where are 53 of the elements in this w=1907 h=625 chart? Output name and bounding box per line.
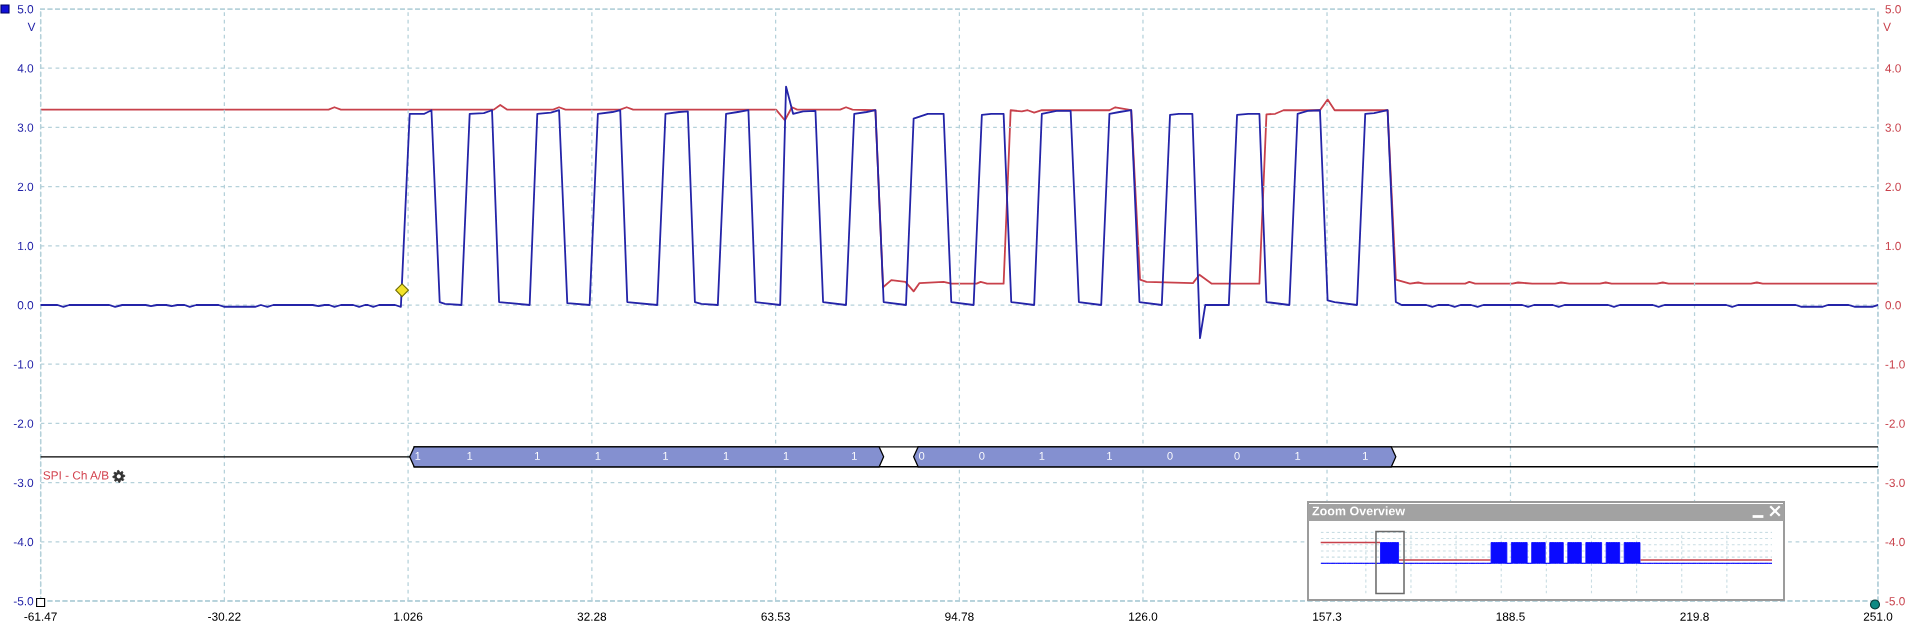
- y-tick-label: 5.0: [17, 5, 34, 14]
- chart-title: Zoom Overview: [1312, 506, 1406, 516]
- annotation: 1: [723, 452, 729, 460]
- annotation: 1: [595, 452, 601, 460]
- y-tick-label: 4.0: [17, 64, 34, 73]
- y-tick-label: -4.0: [13, 537, 34, 547]
- y2-tick-label: -3.0: [1885, 478, 1905, 487]
- y2-tick-label: 4.0: [1885, 64, 1901, 73]
- annotation: 1: [1295, 452, 1301, 460]
- x-tick-label: 1.026: [394, 612, 423, 621]
- y2-tick-label: 3.0: [1885, 123, 1901, 132]
- annotation: 1: [535, 452, 540, 460]
- y-tick-label: -2.0: [13, 419, 34, 428]
- annotation: 0: [1234, 451, 1240, 460]
- y2-tick-label: 1.0: [1885, 241, 1901, 251]
- x-tick-label: 157.3: [1313, 612, 1342, 621]
- x-tick-label: 219.8: [1680, 612, 1709, 621]
- y-axis-title: V: [27, 22, 36, 31]
- y-tick-label: 2.0: [17, 182, 34, 191]
- y2-tick-label: 2.0: [1885, 182, 1901, 191]
- x-tick-label: 188.5: [1496, 612, 1525, 621]
- y2-tick-label: 0.0: [1885, 301, 1901, 310]
- annotation: 0: [1167, 451, 1173, 460]
- y-tick-label: 0.0: [17, 301, 34, 310]
- annotation: 1: [852, 452, 857, 460]
- y2-tick-label: -1.0: [1885, 360, 1905, 369]
- x-tick-label: -30.22: [208, 612, 241, 621]
- y2-tick-label: -5.0: [1885, 597, 1905, 606]
- annotation: 0: [979, 451, 985, 460]
- y-tick-label: -3.0: [13, 478, 34, 487]
- y2-tick-label: 5.0: [1885, 5, 1901, 14]
- x-tick-label: 32.28: [577, 612, 607, 621]
- annotation: 1: [467, 452, 473, 460]
- annotation: 1: [1363, 452, 1368, 460]
- annotation: 1: [415, 452, 421, 460]
- x-tick-label: 251.0: [1863, 612, 1893, 621]
- x-tick-label: 126.0: [1129, 612, 1158, 621]
- y2-tick-label: -4.0: [1885, 537, 1905, 547]
- annotation: 1: [663, 452, 669, 460]
- y-tick-label: 1.0: [18, 241, 34, 251]
- annotation: SPI - Ch A/B: [43, 470, 109, 480]
- y-tick-label: -1.0: [13, 360, 34, 369]
- annotation: 1: [783, 452, 789, 460]
- annotation: 0: [919, 451, 925, 460]
- y2-tick-label: -2.0: [1885, 419, 1905, 428]
- x-tick-label: -61.47: [24, 612, 57, 621]
- y-tick-label: 3.0: [17, 123, 34, 132]
- x-tick-label: 63.53: [761, 612, 790, 621]
- annotation: 1: [1039, 452, 1045, 460]
- y-tick-label: -5.0: [13, 597, 34, 606]
- annotation: 1: [1107, 452, 1112, 460]
- y2-axis-title: V: [1883, 22, 1891, 31]
- x-tick-label: 94.78: [945, 612, 974, 621]
